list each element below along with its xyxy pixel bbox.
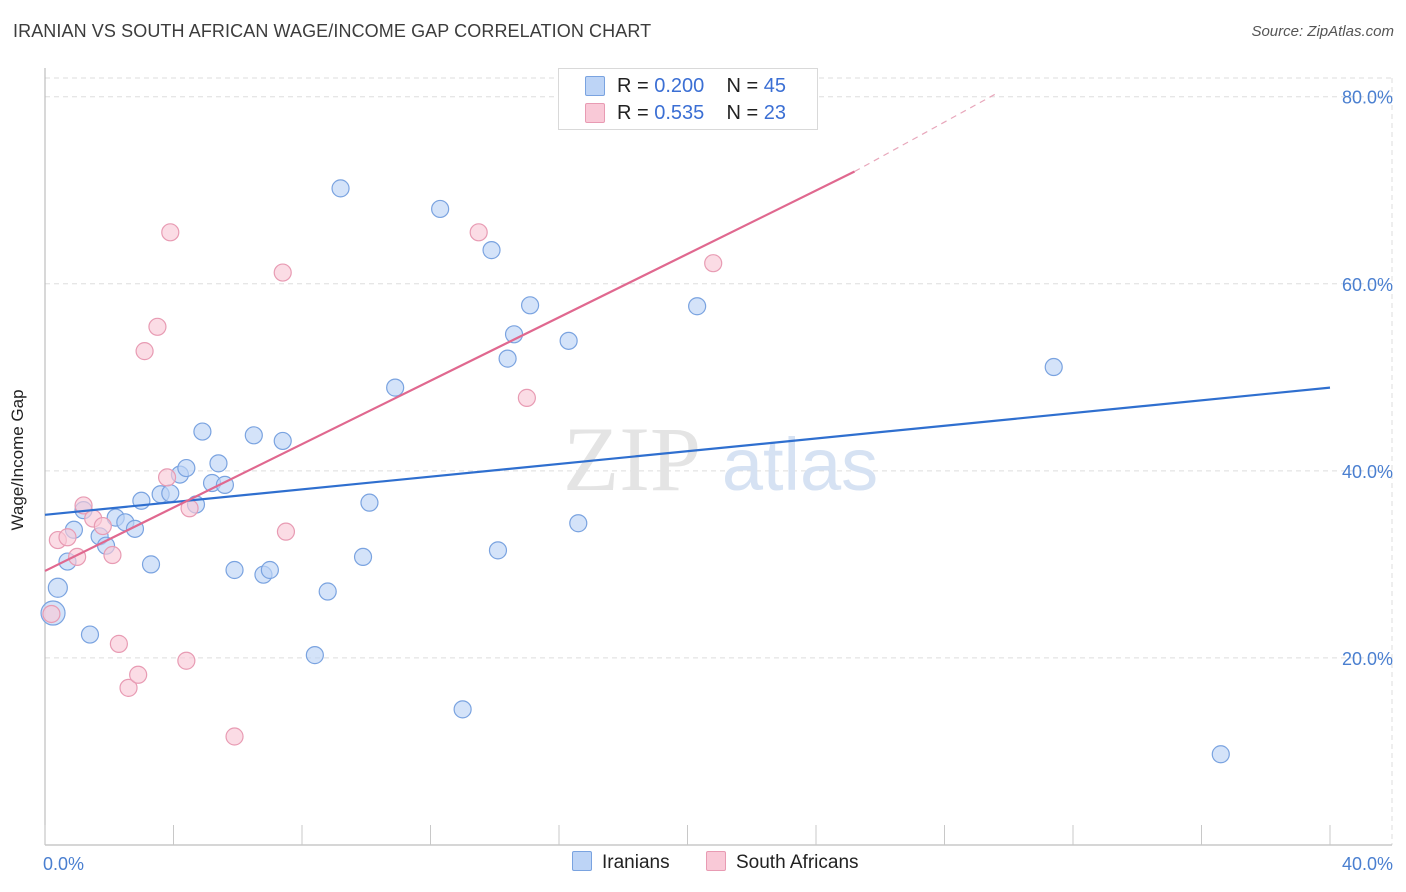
south-african-point	[469, 223, 488, 242]
south-african-point	[161, 223, 180, 242]
south-african-point	[135, 342, 154, 361]
iranians-trend-line	[44, 386, 1331, 516]
source-label: Source: ZipAtlas.com	[1251, 23, 1394, 40]
iranian-point	[453, 700, 472, 719]
x-tick-label: 40.0%	[1342, 854, 1393, 874]
south-african-point	[103, 545, 122, 565]
iranian-point	[193, 422, 212, 441]
iranian-point	[353, 547, 373, 567]
south-african-point	[109, 634, 128, 653]
iranian-point	[209, 454, 228, 473]
south-african-point	[517, 388, 536, 407]
iranian-point	[331, 179, 350, 198]
iranian-point	[386, 378, 405, 397]
iranian-point	[1044, 357, 1063, 377]
iranian-point	[488, 541, 508, 560]
south-african-point	[276, 522, 296, 541]
iranians-r-value: 0.200	[654, 75, 705, 97]
iranian-point	[161, 484, 180, 503]
y-axis-label: Wage/Income Gap	[8, 389, 27, 531]
iranian-point	[559, 331, 578, 350]
iranians-legend-swatch	[572, 851, 592, 871]
iranian-point	[1211, 745, 1230, 764]
iranians-n-label: N =	[726, 75, 764, 97]
iranian-point	[80, 625, 100, 644]
south-africans-n-value: 23	[763, 102, 787, 124]
iranian-point	[225, 560, 244, 580]
iranian-point	[260, 560, 279, 580]
south-africans-legend-swatch	[706, 851, 726, 871]
south-african-point	[58, 528, 77, 547]
iranian-point	[360, 493, 379, 512]
iranian-point	[318, 582, 337, 601]
watermark: ZIP atlas	[563, 408, 878, 510]
iranian-point	[141, 555, 161, 574]
south-africans-trend-line	[44, 170, 856, 572]
south-africans-r-label: R =	[617, 102, 655, 124]
iranian-point	[498, 349, 517, 368]
y-tick-label: 40.0%	[1342, 462, 1393, 482]
south-africans-legend-label: South Africans	[736, 852, 859, 873]
south-african-point	[704, 254, 723, 273]
legend-item-south-africans[interactable]: South Africans	[706, 851, 859, 874]
axes	[44, 68, 1392, 846]
south-africans-trend-extension	[854, 91, 1000, 173]
iranian-point	[431, 199, 450, 219]
south-african-point	[157, 468, 177, 487]
south-african-point	[273, 263, 292, 282]
iranian-point	[482, 241, 501, 260]
chart-title: IRANIAN VS SOUTH AFRICAN WAGE/INCOME GAP…	[13, 21, 652, 41]
correlation-legend: R = 0.200 N = 45 R = 0.535 N = 23	[558, 68, 818, 130]
watermark-atlas: atlas	[722, 423, 878, 506]
iranians-swatch	[585, 76, 605, 96]
y-tick-label: 60.0%	[1342, 275, 1393, 295]
south-african-point	[119, 678, 138, 697]
south-african-point	[148, 317, 167, 336]
south-african-point	[129, 665, 148, 684]
iranians-n-value: 45	[763, 75, 787, 97]
south-african-point	[42, 604, 61, 624]
y-tick-label: 20.0%	[1342, 649, 1393, 669]
south-african-point	[93, 516, 112, 536]
iranian-point	[305, 646, 324, 665]
iranian-point	[244, 426, 263, 445]
x-tick-label: 0.0%	[43, 854, 84, 874]
tick-labels: 20.0% 40.0% 60.0% 80.0% 0.0% 40.0%	[43, 88, 1393, 874]
y-tick-label: 80.0%	[1342, 88, 1393, 108]
south-african-point	[177, 651, 196, 670]
iranians-legend-label: Iranians	[602, 852, 670, 873]
iranians-r-label: R =	[617, 75, 655, 97]
iranian-point	[47, 577, 68, 598]
watermark-zip: ZIP	[563, 408, 701, 510]
south-africans-n-label: N =	[726, 102, 764, 124]
iranian-point	[177, 458, 196, 478]
iranian-point	[688, 297, 707, 316]
iranian-point	[569, 514, 588, 533]
legend-item-iranians[interactable]: Iranians	[572, 851, 670, 874]
gridlines	[45, 77, 1393, 845]
trend-lines	[44, 91, 1331, 572]
south-africans-swatch	[585, 103, 605, 123]
south-african-point	[225, 727, 244, 746]
iranian-point	[520, 296, 540, 315]
south-africans-r-value: 0.535	[654, 102, 705, 124]
iranian-point	[273, 431, 292, 451]
